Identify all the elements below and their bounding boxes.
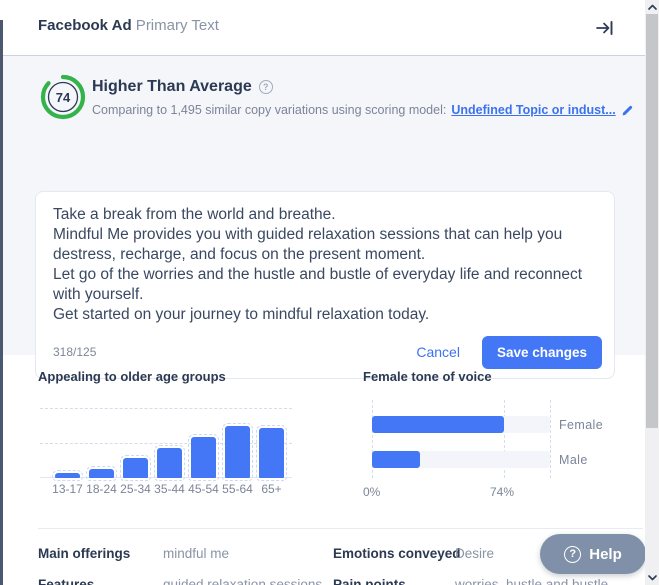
age-bar-45-54 <box>188 434 219 481</box>
attr-value-main-offerings: mindful me <box>163 546 230 561</box>
tone-label-female: Female <box>559 418 604 432</box>
tone-bar-female-fill <box>372 416 504 433</box>
cancel-button[interactable]: Cancel <box>416 344 460 360</box>
tone-gridline-100 <box>550 400 551 478</box>
age-tick-label: 25-34 <box>120 482 151 496</box>
tone-gridline-0 <box>372 400 373 478</box>
scoring-model-link[interactable]: Undefined Topic or indust... <box>451 103 616 117</box>
scrollbar[interactable] <box>645 0 659 585</box>
gridline-mid <box>40 443 292 444</box>
attr-label-emotions: Emotions conveyed <box>333 546 461 561</box>
attr-value-pain-points: worries, hustle and bustle <box>455 577 609 585</box>
age-tick-label: 65+ <box>261 482 282 496</box>
attr-label-features: Features <box>38 577 95 585</box>
score-subtitle: Comparing to 1,495 similar copy variatio… <box>92 103 634 117</box>
attribute-row-partial: Features guided relaxation sessions Pain… <box>0 577 645 585</box>
attributes-divider <box>38 528 643 529</box>
age-bar-chart <box>40 408 292 481</box>
ad-copy-editor[interactable]: Take a break from the world and breathe.… <box>53 206 583 323</box>
panel-title: Facebook Ad Primary Text <box>38 17 219 34</box>
edit-pencil-icon[interactable] <box>621 104 634 117</box>
ad-copy-card: Take a break from the world and breathe.… <box>35 191 615 379</box>
info-icon[interactable] <box>258 80 273 94</box>
score-ring: 74 <box>40 74 86 120</box>
age-bar-25-34 <box>120 455 151 481</box>
age-bar-35-44 <box>154 445 185 481</box>
tone-bar-male-fill <box>372 451 420 468</box>
tone-tick-0: 0% <box>363 485 381 499</box>
tone-label-male: Male <box>559 453 588 467</box>
attr-value-emotions: Desire <box>455 546 495 561</box>
char-counter: 318/125 <box>53 345 97 359</box>
age-tick-label: 45-54 <box>188 482 219 496</box>
age-axis-labels: 13-17 18-24 25-34 35-44 45-54 55-64 65+ <box>40 482 292 498</box>
age-bar-18-24 <box>86 466 117 481</box>
help-question-icon <box>564 545 582 563</box>
score-label-row: Higher Than Average <box>92 78 273 96</box>
score-subtitle-text: Comparing to 1,495 similar copy variatio… <box>92 103 447 117</box>
scroll-down-icon[interactable] <box>645 571 659 585</box>
panel-header: Facebook Ad Primary Text <box>3 0 645 56</box>
panel-title-field: Primary Text <box>131 17 219 34</box>
age-bar-55-64 <box>222 423 253 481</box>
save-changes-button[interactable]: Save changes <box>481 335 602 369</box>
age-tick-label: 13-17 <box>52 482 83 496</box>
age-tick-label: 35-44 <box>154 482 185 496</box>
age-tick-label: 18-24 <box>86 482 117 496</box>
scroll-up-icon[interactable] <box>645 0 659 14</box>
attr-value-features: guided relaxation sessions <box>163 577 323 585</box>
age-chart-title: Appealing to older age groups <box>38 369 226 384</box>
attr-label-main-offerings: Main offerings <box>38 546 131 561</box>
panel-title-platform: Facebook Ad <box>38 17 132 34</box>
editor-footer: 318/125 Cancel Save changes <box>53 335 602 369</box>
collapse-panel-icon[interactable] <box>593 16 617 40</box>
help-button[interactable]: Help <box>540 534 646 574</box>
score-value: 74 <box>55 89 71 105</box>
gridline-top <box>40 408 292 409</box>
score-section: 74 Higher Than Average Comparing to 1,49… <box>3 56 645 379</box>
attribute-row: Main offerings mindful me Emotions conve… <box>0 546 645 566</box>
tone-chart-title: Female tone of voice <box>363 369 492 384</box>
tone-bar-female <box>372 416 550 433</box>
tone-tick-74: 74% <box>490 485 515 499</box>
age-tick-label: 55-64 <box>222 482 253 496</box>
age-bar-13-17 <box>52 470 83 481</box>
score-label: Higher Than Average <box>92 78 252 95</box>
editor-actions: Cancel Save changes <box>416 335 602 369</box>
scrollbar-thumb[interactable] <box>646 14 658 428</box>
tone-gridline-74 <box>504 400 505 478</box>
age-bar-65+ <box>256 425 287 481</box>
attr-label-pain-points: Pain points <box>333 577 406 585</box>
help-button-label: Help <box>589 545 622 563</box>
tone-bar-male <box>372 451 550 468</box>
panel-left-edge <box>0 20 3 585</box>
